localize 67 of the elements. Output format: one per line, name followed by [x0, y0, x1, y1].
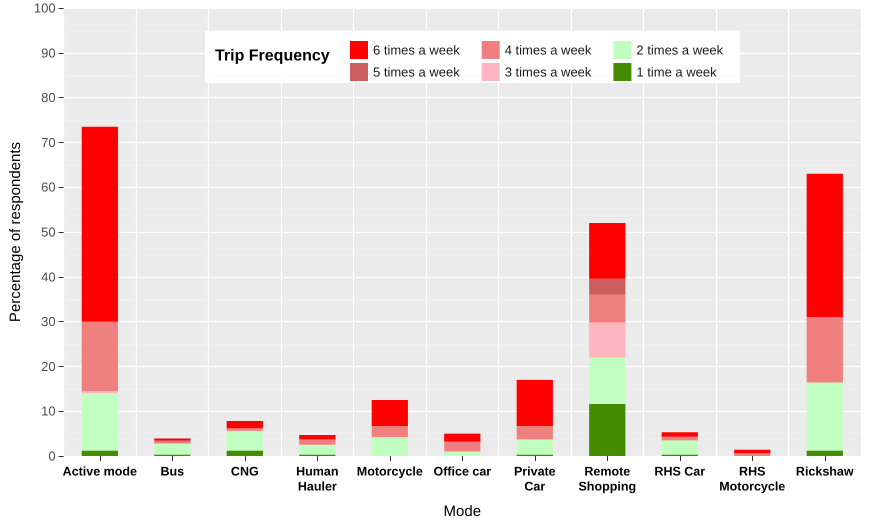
x-tick-label: Private Car: [514, 464, 556, 494]
y-tick-label: 0: [48, 448, 56, 464]
y-tick-label: 70: [41, 134, 56, 150]
bar: [82, 322, 118, 392]
bar: [444, 452, 480, 456]
bar: [226, 430, 263, 451]
bar: [516, 439, 553, 455]
bar: [226, 428, 263, 431]
bar: [589, 278, 626, 295]
x-tick-label: Motorcycle: [356, 464, 423, 478]
bar: [516, 426, 553, 440]
x-tick-label: Remote Shopping: [578, 464, 636, 494]
bar: [806, 450, 843, 456]
bar: [734, 450, 770, 454]
x-tick-label: Rickshaw: [796, 464, 854, 478]
bar: [82, 393, 118, 451]
bar: [589, 404, 626, 456]
x-tick-label: RHS Car: [654, 464, 706, 478]
bar: [444, 442, 480, 452]
x-tick-label: CNG: [230, 464, 259, 478]
bar: [589, 357, 626, 404]
bar: [589, 223, 626, 279]
x-tick-label: Bus: [160, 464, 184, 478]
x-tick-label: RHS Motorcycle: [719, 464, 786, 494]
bar: [662, 432, 698, 437]
x-axis-title: Mode: [444, 503, 482, 520]
legend-label: 6 times a week: [373, 42, 460, 58]
y-tick-label: 20: [41, 358, 56, 374]
y-axis-title: Percentage of respondents: [7, 142, 24, 322]
bar: [299, 439, 336, 445]
bar: [372, 426, 408, 438]
y-tick-label: 30: [41, 314, 56, 330]
bar: [82, 126, 118, 322]
y-tick-label: 40: [41, 269, 56, 284]
y-tick-label: 60: [41, 180, 56, 195]
bar: [299, 444, 336, 455]
y-tick-label: 100: [34, 0, 56, 16]
x-tick-label: Active mode: [62, 464, 138, 478]
bar: [806, 317, 843, 383]
legend-label: 2 times a week: [636, 42, 724, 58]
bar: [82, 450, 118, 456]
bar: [226, 450, 263, 456]
legend-label: 5 times a week: [373, 64, 460, 80]
bar: [662, 436, 698, 440]
x-tick-label: Office car: [433, 464, 492, 478]
y-tick-label: 10: [41, 404, 56, 419]
bar: [806, 382, 843, 451]
legend-label: 1 time a week: [636, 64, 718, 80]
bar: [226, 421, 263, 428]
bar: [806, 174, 843, 318]
bar: [299, 434, 336, 440]
bar: [444, 434, 480, 442]
bar: [516, 380, 553, 426]
y-tick-label: 80: [41, 90, 56, 106]
bar: [154, 443, 190, 455]
bar: [372, 400, 408, 426]
bar: [589, 294, 626, 322]
legend-label: 3 times a week: [504, 64, 592, 80]
legend-title: Trip Frequency: [215, 48, 330, 64]
legend-label: 4 times a week: [504, 42, 592, 58]
bar: [662, 440, 698, 455]
y-tick-label: 90: [41, 45, 56, 60]
x-tick-label: Human Hauler: [296, 464, 338, 494]
bar: [734, 453, 770, 456]
y-tick-label: 50: [41, 224, 56, 240]
bar: [589, 322, 626, 358]
bar: [372, 437, 408, 456]
